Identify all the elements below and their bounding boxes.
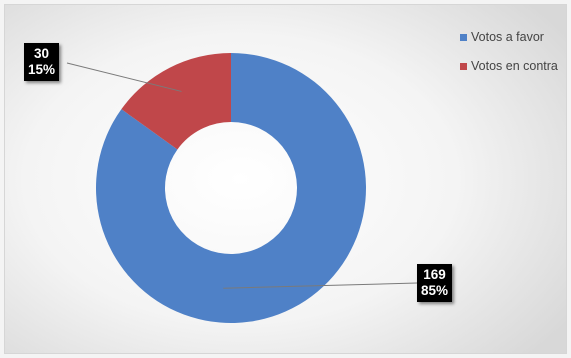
chart-area: 169 85% 30 15% Votos a favor Votos en co… xyxy=(4,4,567,354)
data-label-percent: 15% xyxy=(28,62,56,77)
legend-swatch-blue xyxy=(460,33,467,41)
leader-line-votos-a-favor xyxy=(223,282,418,289)
leader-line-votos-en-contra xyxy=(66,62,182,92)
data-label-votos-en-contra: 30 15% xyxy=(24,43,60,81)
donut-slice-votos-a-favor xyxy=(95,53,366,323)
data-label-votos-a-favor: 169 85% xyxy=(417,264,453,302)
legend-label: Votos a favor xyxy=(471,30,544,44)
legend-label: Votos en contra xyxy=(471,59,558,73)
data-label-value: 169 xyxy=(423,267,446,282)
donut-slice-votos-en-contra xyxy=(121,52,231,150)
legend-item-votos-en-contra: Votos en contra xyxy=(460,56,558,76)
legend-swatch-red xyxy=(460,62,467,70)
legend-item-votos-a-favor: Votos a favor xyxy=(460,27,558,47)
donut-chart xyxy=(66,52,418,323)
legend: Votos a favor Votos en contra xyxy=(460,27,558,85)
data-label-percent: 85% xyxy=(421,283,449,298)
data-label-value: 30 xyxy=(34,46,50,61)
